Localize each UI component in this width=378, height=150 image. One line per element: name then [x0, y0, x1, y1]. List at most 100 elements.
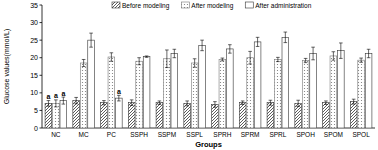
y-tick: [40, 75, 43, 76]
x-tick-label: SPRH: [213, 131, 231, 138]
bar: [116, 98, 123, 128]
x-tick-label: SPRM: [241, 131, 260, 138]
annotation: a: [46, 93, 50, 100]
error-bar: [296, 100, 300, 106]
bar: [108, 57, 115, 128]
bar: [365, 53, 372, 128]
y-tick: [40, 22, 43, 23]
legend-label: After modeling: [191, 2, 233, 10]
error-bar: [193, 59, 197, 67]
error-bar: [241, 101, 245, 105]
y-tick-label: 35: [30, 2, 38, 9]
error-bar: [311, 47, 315, 60]
y-tick-label: 15: [30, 72, 38, 79]
legend-label: Before modeling: [122, 2, 170, 10]
bar: [156, 103, 163, 128]
error-bar: [165, 50, 169, 68]
error-bar: [62, 97, 66, 104]
y-tick-label: 5: [34, 107, 38, 114]
chart: 0 5 10 15 20 25 30 35 Glucose values(mmol/L) NC MC…: [0, 0, 378, 150]
bar: [323, 103, 330, 128]
bar: [164, 59, 171, 128]
error-bar: [89, 33, 93, 47]
x-tick-label: NC: [51, 131, 61, 138]
x-tick-label: PC: [107, 131, 116, 138]
bar: [338, 51, 345, 128]
bar: [239, 103, 246, 128]
bar: [80, 63, 87, 128]
bar: [358, 60, 365, 128]
x-tick-label: MC: [79, 131, 89, 138]
bar: [101, 103, 108, 128]
bar: [199, 45, 206, 128]
bar: [143, 57, 150, 128]
x-tick-label: SSPL: [186, 131, 203, 138]
error-bar: [82, 59, 86, 66]
bar: [45, 103, 52, 128]
bar: [191, 63, 198, 128]
error-bar: [145, 56, 149, 57]
annotation: a: [117, 88, 121, 95]
y-tick-label: 0: [34, 125, 38, 132]
legend-swatch: [245, 2, 253, 8]
error-bar: [185, 101, 189, 106]
x-tick-label: SSPH: [130, 131, 148, 138]
error-bar: [137, 58, 141, 65]
y-tick: [40, 5, 43, 6]
y-tick: [40, 40, 43, 41]
error-bar: [228, 45, 232, 53]
y-tick: [40, 57, 43, 58]
y-axis-label: Glucose values(mmol/L): [3, 29, 11, 104]
bar: [212, 104, 219, 128]
x-tick-label: SSPM: [158, 131, 176, 138]
error-bar: [110, 53, 114, 61]
error-bar: [200, 40, 204, 51]
bar: [302, 61, 309, 128]
bar: [136, 61, 143, 128]
error-bar: [130, 100, 134, 106]
error-bar: [158, 101, 162, 105]
legend-swatch: [112, 2, 120, 8]
error-bar: [213, 102, 217, 108]
y-tick-label: 30: [30, 19, 38, 26]
error-bar: [359, 58, 363, 62]
error-bar: [304, 58, 308, 62]
y-tick-label: 20: [30, 54, 38, 61]
legend-swatch: [181, 2, 189, 8]
error-bar: [284, 32, 288, 43]
legend-label: After administration: [255, 2, 311, 9]
x-tick-label: SPRL: [269, 131, 286, 138]
bar: [128, 103, 135, 128]
error-bar: [74, 97, 78, 103]
error-bar: [221, 58, 225, 61]
bar: [310, 53, 317, 128]
y-tick-label: 25: [30, 37, 38, 44]
x-tick-label: SPOH: [296, 131, 315, 138]
error-bar: [269, 100, 273, 105]
error-bar: [332, 52, 336, 60]
annotation: a: [61, 90, 65, 97]
error-bar: [102, 101, 106, 105]
bar: [247, 58, 254, 128]
error-bar: [276, 57, 280, 61]
x-tick-label: SPOM: [324, 131, 343, 138]
error-bar: [248, 51, 252, 64]
bar: [330, 56, 337, 128]
bar: [350, 102, 357, 128]
y-tick: [40, 92, 43, 93]
x-axis-label: Groups: [195, 140, 222, 149]
error-bar: [367, 49, 371, 57]
bar: [171, 53, 178, 128]
bar: [219, 59, 226, 128]
bar: [254, 42, 261, 128]
error-bar: [324, 101, 328, 105]
error-bar: [339, 43, 343, 58]
bars: [45, 32, 372, 128]
y-tick-label: 10: [30, 89, 38, 96]
y-tick: [40, 110, 43, 111]
y-tick: [40, 128, 43, 129]
bar: [88, 40, 95, 128]
bar: [73, 101, 80, 128]
error-bar: [54, 100, 58, 107]
annotation: a: [54, 92, 58, 99]
